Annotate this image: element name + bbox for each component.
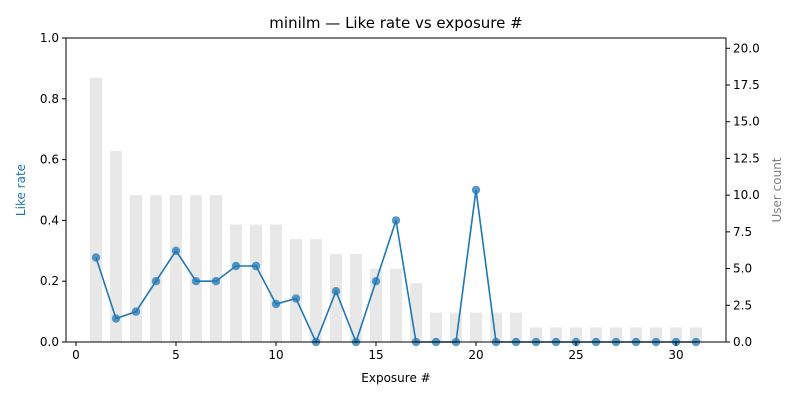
y2-tick-label: 12.5 bbox=[733, 151, 760, 165]
y2-tick-label: 5.0 bbox=[733, 262, 752, 276]
bar bbox=[330, 253, 342, 342]
bar bbox=[570, 327, 582, 342]
data-point bbox=[471, 185, 481, 195]
y-axis-label: Like rate bbox=[14, 164, 28, 216]
data-point bbox=[271, 299, 281, 309]
x-tick-label: 30 bbox=[668, 348, 683, 362]
bar bbox=[250, 224, 262, 342]
x-tick-label: 15 bbox=[368, 348, 383, 362]
data-point bbox=[171, 246, 181, 255]
bar bbox=[610, 327, 622, 342]
data-point bbox=[131, 307, 141, 316]
bar bbox=[390, 268, 402, 342]
bar bbox=[290, 239, 302, 342]
bar bbox=[210, 195, 222, 342]
y-tick-label: 0.6 bbox=[40, 153, 59, 167]
data-point bbox=[371, 277, 381, 286]
bar bbox=[130, 195, 142, 342]
data-point bbox=[231, 261, 241, 271]
bar bbox=[270, 224, 282, 342]
data-point bbox=[331, 287, 341, 296]
chart-title: minilm — Like rate vs exposure # bbox=[269, 14, 522, 32]
bar bbox=[630, 327, 642, 342]
bar bbox=[590, 327, 602, 342]
y2-tick-label: 0.0 bbox=[733, 335, 752, 349]
bar bbox=[230, 224, 242, 342]
bar bbox=[510, 312, 522, 342]
data-point bbox=[251, 261, 261, 271]
x-axis-label: Exposure # bbox=[361, 371, 430, 385]
bar bbox=[150, 195, 162, 342]
y-tick-label: 0.0 bbox=[40, 335, 59, 349]
x-tick-label: 5 bbox=[172, 348, 180, 362]
y2-tick-label: 20.0 bbox=[733, 41, 760, 55]
bar bbox=[110, 151, 122, 342]
y2-tick-label: 15.0 bbox=[733, 115, 760, 129]
y2-tick-label: 10.0 bbox=[733, 188, 760, 202]
data-point bbox=[211, 277, 221, 286]
data-point bbox=[151, 277, 161, 286]
bar bbox=[650, 327, 662, 342]
bar bbox=[190, 195, 202, 342]
y-tick-label: 0.8 bbox=[40, 92, 59, 106]
y2-tick-label: 7.5 bbox=[733, 225, 752, 239]
x-tick-label: 0 bbox=[72, 348, 80, 362]
x-tick-label: 10 bbox=[268, 348, 283, 362]
y2-tick-label: 17.5 bbox=[733, 78, 760, 92]
y2-tick-label: 2.5 bbox=[733, 298, 752, 312]
bar bbox=[430, 312, 442, 342]
bar bbox=[90, 77, 102, 343]
data-point bbox=[291, 294, 301, 303]
bar bbox=[350, 253, 362, 342]
bar bbox=[530, 327, 542, 342]
bar bbox=[470, 312, 482, 342]
bar bbox=[370, 268, 382, 342]
x-tick-label: 20 bbox=[468, 348, 483, 362]
y-tick-label: 0.4 bbox=[40, 213, 59, 227]
bar bbox=[550, 327, 562, 342]
data-point bbox=[91, 253, 101, 262]
bar bbox=[310, 239, 322, 342]
data-point bbox=[111, 314, 121, 323]
bar bbox=[670, 327, 682, 342]
data-point bbox=[191, 277, 201, 286]
data-point bbox=[391, 216, 401, 225]
bar bbox=[690, 327, 702, 342]
y-tick-label: 1.0 bbox=[40, 31, 59, 45]
bar bbox=[170, 195, 182, 342]
bars-layer bbox=[90, 77, 702, 343]
x-tick-label: 25 bbox=[568, 348, 583, 362]
y-tick-label: 0.2 bbox=[40, 274, 59, 288]
y2-axis-label: User count bbox=[770, 157, 784, 222]
axes-layer: 0 5 10 15 20 25 30 0.0 0.2 0.4 0.6 0.8 1.0 0.0 2.5 5.0 7… bbox=[40, 31, 760, 362]
